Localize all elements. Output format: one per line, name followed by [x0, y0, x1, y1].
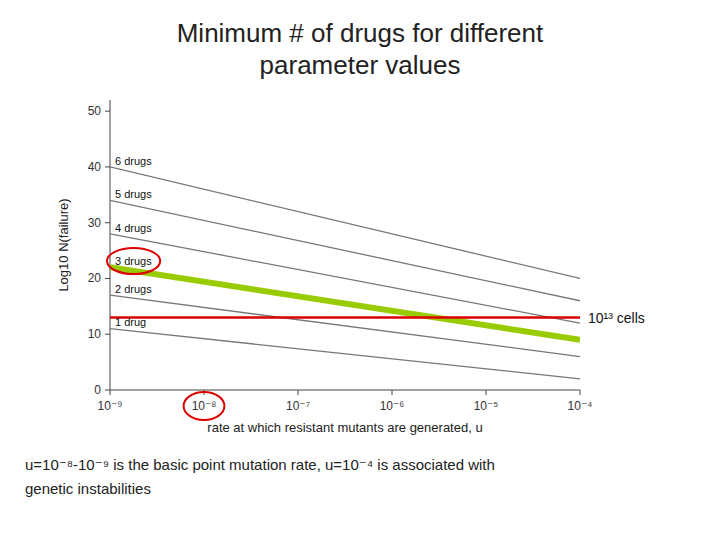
- emphasis-ellipse: [184, 392, 225, 420]
- series-label: 1 drug: [115, 316, 146, 328]
- x-axis-label: rate at which resistant mutants are gene…: [207, 420, 482, 435]
- y-tick: [105, 166, 110, 167]
- series-line: [110, 167, 580, 279]
- x-tick-label: 10⁻⁵: [474, 399, 499, 413]
- y-tick-label: 50: [88, 104, 102, 118]
- y-axis-label: Log10 N(failure): [56, 198, 71, 291]
- note: u=10⁻⁸-10⁻⁹ is the basic point mutation …: [25, 456, 495, 473]
- x-tick: [392, 390, 393, 395]
- x-axis-line: [110, 390, 580, 391]
- x-tick-label: 10⁻⁷: [286, 399, 310, 413]
- chart: Minimum # of drugs for differentparamete…: [0, 0, 720, 540]
- reference-line: [110, 316, 580, 319]
- y-tick: [105, 390, 110, 391]
- series-label: 4 drugs: [115, 222, 152, 234]
- highlight-line: [110, 267, 580, 340]
- x-tick-label: 10⁻⁶: [380, 399, 405, 413]
- x-tick: [580, 390, 581, 395]
- series-label: 3 drugs: [115, 255, 152, 267]
- x-tick: [110, 390, 111, 395]
- note: genetic instabilities: [25, 480, 151, 497]
- series-label: 5 drugs: [115, 188, 152, 200]
- x-tick: [298, 390, 299, 395]
- series-label: 6 drugs: [115, 155, 152, 167]
- x-tick-label: 10⁻⁴: [568, 399, 593, 413]
- y-tick-label: 40: [88, 160, 102, 174]
- x-tick-label: 10⁻⁹: [98, 399, 123, 413]
- series-line: [110, 200, 580, 300]
- axes: 10⁻⁹ 10⁻⁸ 10⁻⁷ 10⁻⁶ 10⁻⁵ 10⁻⁴ 0 10 20 30 40 50: [88, 100, 593, 413]
- title: parameter values: [260, 50, 461, 80]
- series-label: 2 drugs: [115, 283, 152, 295]
- y-tick: [105, 278, 110, 279]
- annotation: 10¹³ cells: [588, 310, 645, 326]
- y-tick: [105, 334, 110, 335]
- series-line: [110, 329, 580, 379]
- x-tick: [486, 390, 487, 395]
- y-tick: [105, 111, 110, 112]
- y-axis-line: [110, 100, 111, 390]
- plot-area: [110, 167, 580, 379]
- y-tick-label: 0: [94, 383, 101, 397]
- y-tick: [105, 222, 110, 223]
- title: Minimum # of drugs for different: [177, 18, 544, 48]
- y-tick-label: 30: [88, 216, 102, 230]
- y-tick-label: 20: [88, 271, 102, 285]
- emphasis-ellipse: [107, 248, 160, 274]
- x-tick-label: 10⁻⁸: [192, 399, 217, 413]
- y-tick-label: 10: [88, 327, 102, 341]
- series-labels: 1 drug 2 drugs 3 drugs 4 drugs 5 drugs 6 drug…: [115, 155, 152, 328]
